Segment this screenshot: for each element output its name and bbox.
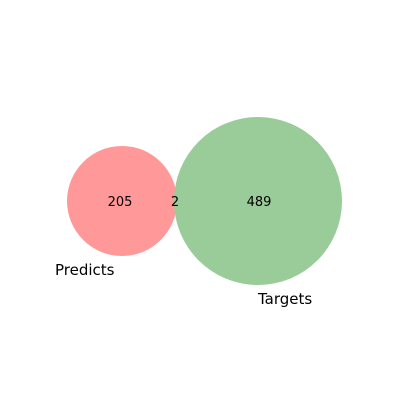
targets-set-label: Targets xyxy=(257,290,312,308)
intersection-count: 2 xyxy=(171,195,179,210)
targets-circle xyxy=(174,117,342,285)
predicts-set-label: Predicts xyxy=(55,261,115,279)
targets-only-count: 489 xyxy=(247,195,272,210)
predicts-only-count: 205 xyxy=(108,195,133,210)
predicts-circle xyxy=(67,146,177,256)
